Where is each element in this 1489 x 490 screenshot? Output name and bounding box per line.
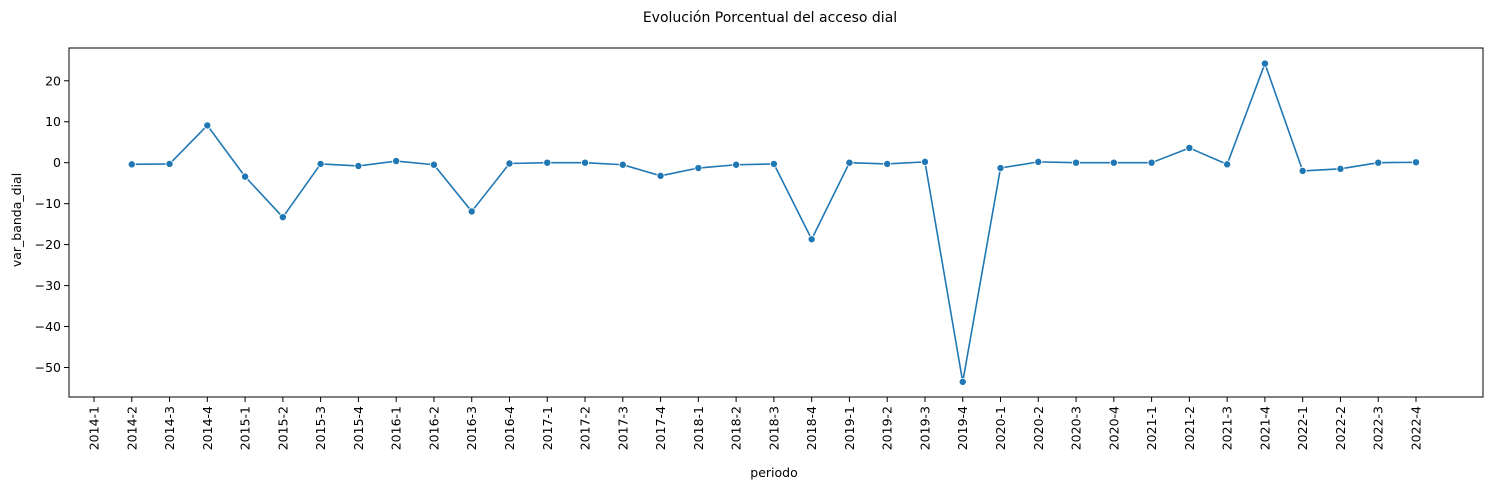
x-tick-label: 2014-3 — [162, 406, 177, 450]
data-point — [1109, 158, 1118, 167]
x-tick-label: 2016-3 — [464, 406, 479, 450]
x-tick-label: 2021-3 — [1220, 406, 1235, 450]
data-point — [769, 159, 778, 168]
x-tick-label: 2020-1 — [993, 406, 1008, 450]
data-point — [618, 160, 627, 169]
y-tick-label: −40 — [35, 319, 61, 334]
data-point — [1185, 143, 1194, 152]
data-point — [1298, 166, 1307, 175]
x-tick-label: 2018-4 — [804, 406, 819, 450]
x-tick-label: 2018-1 — [691, 406, 706, 450]
y-tick-label: −50 — [35, 360, 61, 375]
x-tick-label: 2022-3 — [1371, 406, 1386, 450]
plot-frame — [68, 47, 1484, 398]
data-point — [429, 160, 438, 169]
data-point — [732, 160, 741, 169]
x-tick-label: 2020-4 — [1106, 406, 1121, 450]
data-point — [467, 207, 476, 216]
x-tick-label: 2021-4 — [1257, 406, 1272, 450]
x-axis-title: periodo — [750, 465, 797, 480]
x-tick-label: 2019-4 — [955, 406, 970, 450]
data-point — [883, 159, 892, 168]
x-tick-label: 2015-2 — [275, 406, 290, 450]
data-point — [1072, 158, 1081, 167]
x-tick-label: 2016-4 — [502, 406, 517, 450]
x-tick-label: 2014-1 — [87, 406, 102, 450]
x-tick-label: 2022-1 — [1295, 406, 1310, 450]
data-point — [203, 121, 212, 130]
chart-title: Evolución Porcentual del acceso dial — [643, 10, 897, 26]
y-tick-label: −10 — [35, 196, 61, 211]
data-point — [996, 164, 1005, 173]
data-point — [278, 213, 287, 222]
x-tick-label: 2019-2 — [880, 406, 895, 450]
x-tick-label: 2022-2 — [1333, 406, 1348, 450]
data-point — [505, 159, 514, 168]
x-tick-label: 2022-4 — [1409, 406, 1424, 450]
x-tick-label: 2018-3 — [766, 406, 781, 450]
x-tick-label: 2020-3 — [1069, 406, 1084, 450]
x-tick-label: 2017-2 — [578, 406, 593, 450]
x-tick-label: 2014-4 — [200, 406, 215, 450]
x-tick-label: 2016-1 — [389, 406, 404, 450]
series-group — [127, 59, 1421, 386]
x-tick-label: 2015-4 — [351, 406, 366, 450]
data-point — [845, 158, 854, 167]
x-axis: 2014-1 2014-2 2014-3 2014-4 2015-1 2015-2 2015… — [87, 397, 1424, 450]
x-tick-label: 2014-2 — [124, 406, 139, 450]
x-tick-label: 2015-3 — [313, 406, 328, 450]
series-line — [131, 62, 1417, 383]
data-point — [958, 377, 967, 386]
data-point — [581, 158, 590, 167]
data-point — [1223, 160, 1232, 169]
data-point — [392, 157, 401, 166]
data-point — [1336, 164, 1345, 173]
x-tick-label: 2018-2 — [729, 406, 744, 450]
x-tick-label: 2019-1 — [842, 406, 857, 450]
data-point — [316, 159, 325, 168]
data-point — [1147, 158, 1156, 167]
y-axis-title: var_banda_dial — [9, 173, 24, 267]
data-point — [543, 158, 552, 167]
x-tick-label: 2019-3 — [917, 406, 932, 450]
x-tick-label: 2021-2 — [1182, 406, 1197, 450]
x-tick-label: 2017-4 — [653, 406, 668, 450]
y-tick-label: 0 — [53, 155, 61, 170]
data-point — [241, 172, 250, 181]
y-tick-label: 10 — [45, 114, 61, 129]
x-tick-label: 2017-1 — [540, 406, 555, 450]
data-point — [694, 164, 703, 173]
data-point — [1374, 158, 1383, 167]
y-tick-label: −30 — [35, 278, 61, 293]
x-tick-label: 2017-3 — [615, 406, 630, 450]
data-point — [127, 160, 136, 169]
data-point — [1034, 157, 1043, 166]
x-tick-label: 2020-2 — [1031, 406, 1046, 450]
data-point — [920, 157, 929, 166]
data-point — [807, 235, 816, 244]
y-tick-label: −20 — [35, 237, 61, 252]
data-point — [354, 161, 363, 170]
x-tick-label: 2016-2 — [426, 406, 441, 450]
x-tick-label: 2015-1 — [238, 406, 253, 450]
y-axis: 20 10 0 −10 −20 −30 −40 −50 — [35, 73, 69, 375]
x-tick-label: 2021-1 — [1144, 406, 1159, 450]
data-point — [1412, 158, 1421, 167]
data-point — [1260, 59, 1269, 68]
y-tick-label: 20 — [45, 73, 61, 88]
data-point — [656, 171, 665, 180]
data-point — [165, 159, 174, 168]
